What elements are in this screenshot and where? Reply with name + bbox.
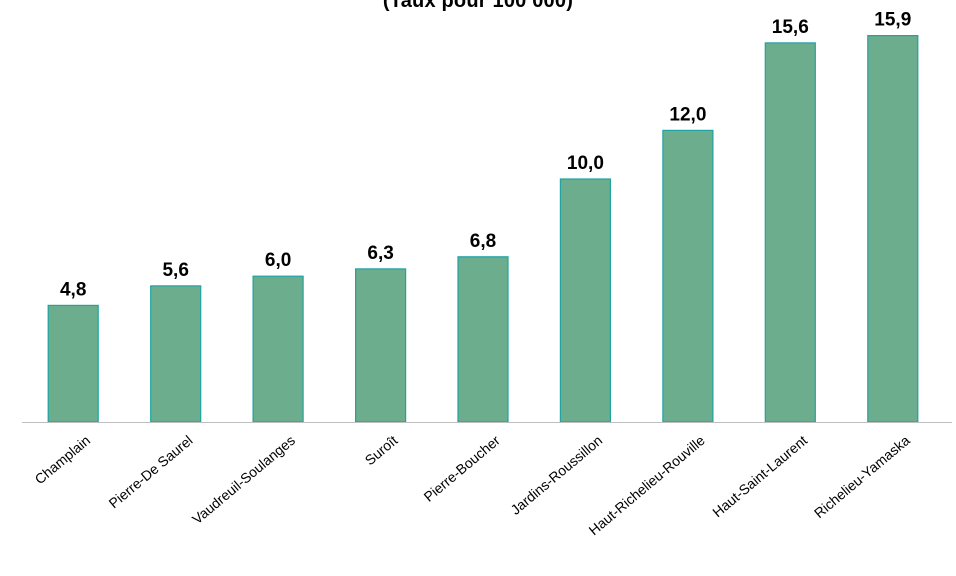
x-tick-label: Jardins-Roussillon — [507, 432, 605, 518]
data-label: 4,8 — [60, 279, 86, 300]
bar — [559, 178, 612, 423]
bar — [662, 129, 714, 423]
data-label: 5,6 — [162, 260, 188, 281]
bar — [867, 34, 919, 423]
bar — [252, 275, 304, 423]
x-tick-label: Haut-Richelieu-Rouville — [585, 432, 708, 538]
x-tick-label: Vaudreuil-Soulanges — [189, 432, 298, 527]
data-label: 10,0 — [567, 153, 604, 174]
x-tick-label: Pierre-De Saurel — [105, 432, 195, 511]
bar — [457, 256, 509, 423]
chart-title: (Taux pour 100 000) — [382, 0, 574, 12]
tick-labels-layer: Champlain Pierre-De SaurelVaudreuil-Soula… — [32, 432, 913, 539]
data-label: 15,9 — [874, 10, 911, 31]
bar — [150, 285, 202, 423]
x-tick-label: Haut-Saint-Laurent — [709, 432, 810, 520]
bar — [355, 268, 407, 423]
data-label: 6,8 — [470, 231, 496, 252]
bar — [764, 42, 816, 423]
x-tick-label: Richelieu-Yamaska — [811, 432, 913, 521]
bar — [47, 304, 99, 423]
data-label: 6,3 — [367, 243, 393, 264]
x-tick-label: Suroît — [362, 432, 401, 468]
x-tick-label: Pierre-Boucher — [421, 432, 504, 505]
data-label: 15,6 — [772, 17, 809, 38]
data-label: 12,0 — [669, 104, 706, 125]
value-labels-layer: 4,8 5,6 6,0 6,3 6,8 10,0 12,0 15,6 15,9 — [60, 10, 911, 301]
data-label: 6,0 — [265, 250, 291, 271]
x-tick-label: Champlain — [32, 432, 94, 487]
bars-layer — [47, 34, 919, 423]
